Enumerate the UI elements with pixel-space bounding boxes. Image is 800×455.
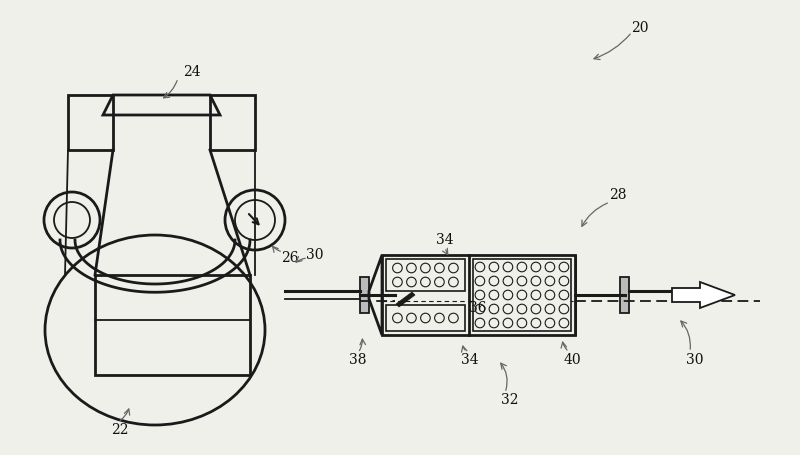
Text: 34: 34 xyxy=(461,353,479,367)
Polygon shape xyxy=(672,282,735,308)
Text: 30: 30 xyxy=(306,248,324,262)
Text: 28: 28 xyxy=(610,188,626,202)
Bar xyxy=(95,275,250,375)
Text: 30: 30 xyxy=(686,353,704,367)
Text: 36: 36 xyxy=(470,301,486,315)
Bar xyxy=(473,259,571,331)
Text: 20: 20 xyxy=(631,21,649,35)
Text: 38: 38 xyxy=(350,353,366,367)
Text: 34: 34 xyxy=(436,233,454,247)
Polygon shape xyxy=(396,292,415,307)
Bar xyxy=(386,259,465,291)
Bar xyxy=(382,255,575,335)
Bar xyxy=(360,277,369,313)
Text: 22: 22 xyxy=(111,423,129,437)
Bar xyxy=(386,305,465,331)
Polygon shape xyxy=(369,255,382,335)
Text: 32: 32 xyxy=(502,393,518,407)
Text: 26: 26 xyxy=(282,251,298,265)
Text: 24: 24 xyxy=(183,65,201,79)
Bar xyxy=(620,277,629,313)
Text: 40: 40 xyxy=(563,353,581,367)
